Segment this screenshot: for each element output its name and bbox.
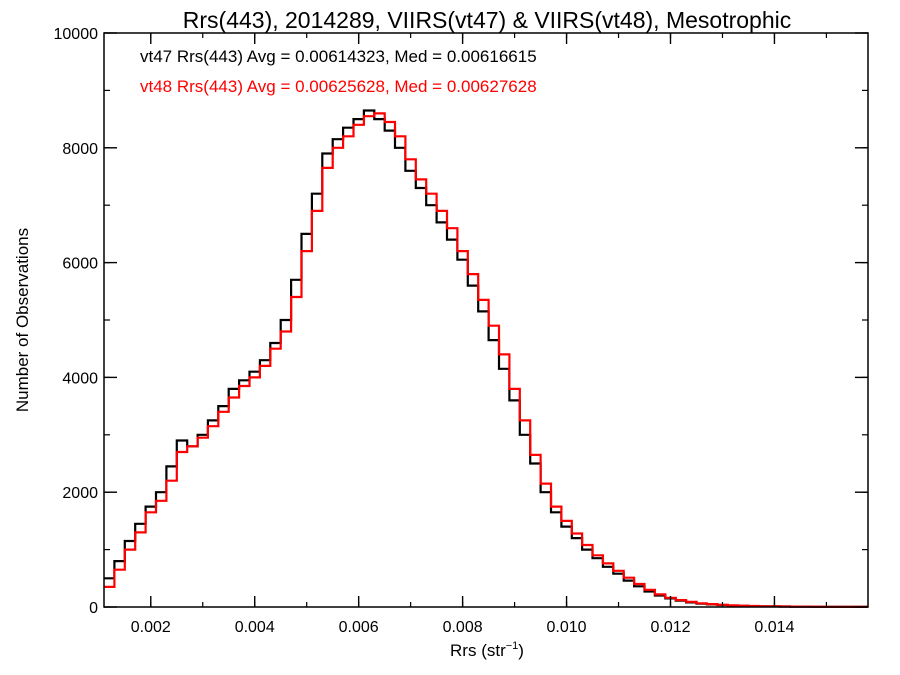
plot-frame — [103, 32, 869, 608]
y-tick-label: 2000 — [62, 485, 98, 502]
x-axis-ticks: 0.002 0.004 0.006 0.008 0.010 0.012 0.014 — [131, 33, 828, 636]
annotation-vt47: vt47 Rrs(443) Avg = 0.00614323, Med = 0.… — [140, 47, 537, 66]
x-tick-label: 0.010 — [547, 619, 587, 636]
series-0-line — [104, 109, 868, 608]
x-axis-label-close: ) — [518, 641, 524, 660]
series-layer — [104, 109, 868, 608]
y-axis-label: Number of Observations — [13, 228, 32, 412]
x-tick-label: 0.014 — [754, 619, 794, 636]
series-1-line — [104, 112, 868, 608]
y-tick-label: 8000 — [62, 141, 98, 158]
x-axis-label: Rrs (str−1) — [450, 640, 524, 660]
y-axis-ticks: 0 2000 4000 6000 8000 10000 — [54, 26, 868, 617]
x-tick-label: 0.012 — [650, 619, 690, 636]
x-axis-label-superscript: −1 — [506, 640, 519, 652]
chart-title: Rrs(443), 2014289, VIIRS(vt47) & VIIRS(v… — [183, 7, 791, 33]
x-tick-label: 0.004 — [235, 619, 275, 636]
x-axis-label-main: Rrs (str — [450, 641, 506, 660]
y-tick-label: 6000 — [62, 256, 98, 273]
y-tick-label: 0 — [89, 600, 98, 617]
y-tick-label: 10000 — [54, 26, 99, 43]
annotation-vt48: vt48 Rrs(443) Avg = 0.00625628, Med = 0.… — [140, 77, 537, 96]
y-tick-label: 4000 — [62, 370, 98, 387]
x-tick-label: 0.002 — [131, 619, 171, 636]
x-tick-label: 0.008 — [443, 619, 483, 636]
x-tick-label: 0.006 — [339, 619, 379, 636]
